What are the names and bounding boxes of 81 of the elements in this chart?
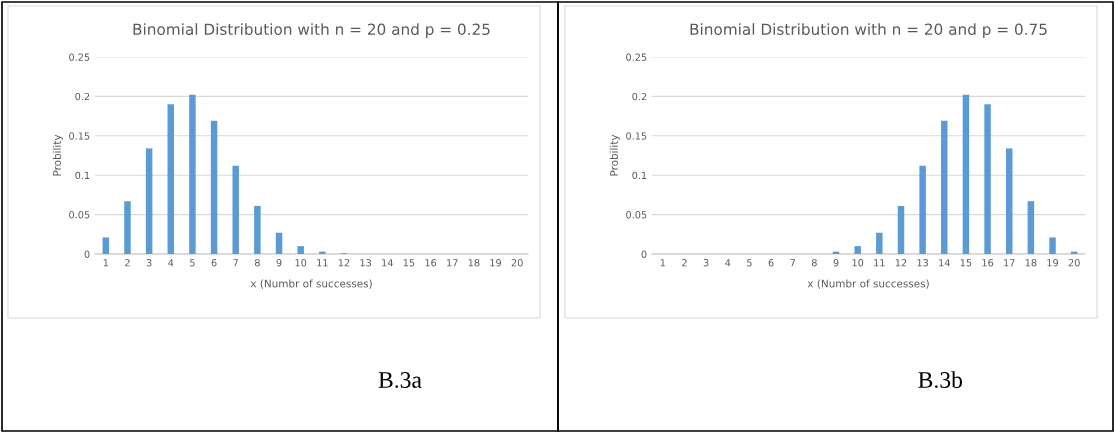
bar xyxy=(124,201,131,254)
x-tick-label: 15 xyxy=(960,259,972,267)
y-axis-title: Probility xyxy=(609,134,620,176)
y-tick-label: 0.2 xyxy=(75,92,90,101)
x-tick-label: 7 xyxy=(233,259,238,267)
x-tick-label: 17 xyxy=(447,259,458,267)
x-tick-label: 14 xyxy=(939,259,950,267)
y-tick-label: 0 xyxy=(641,250,647,258)
bar xyxy=(167,104,175,254)
x-tick-label: 18 xyxy=(1025,259,1037,267)
y-tick-label: 0.1 xyxy=(75,171,90,180)
bar xyxy=(984,104,991,254)
x-tick-label: 12 xyxy=(338,259,350,267)
bar xyxy=(1027,201,1035,254)
x-tick-label: 6 xyxy=(211,259,217,267)
y-tick-label: 0.2 xyxy=(632,92,647,101)
x-tick-label: 11 xyxy=(317,259,328,267)
bar xyxy=(1005,148,1013,254)
bar xyxy=(319,251,326,254)
x-tick-label: 2 xyxy=(125,259,130,267)
y-tick-label: 0.05 xyxy=(69,211,90,219)
x-tick-label: 7 xyxy=(790,259,795,267)
x-tick-label: 1 xyxy=(103,259,109,267)
y-tick-label: 0.25 xyxy=(69,53,90,61)
x-tick-label: 8 xyxy=(811,259,817,267)
bar xyxy=(962,94,970,254)
y-tick-label: 0.25 xyxy=(626,53,647,61)
x-tick-label: 15 xyxy=(403,259,415,267)
x-tick-label: 9 xyxy=(833,259,839,267)
bar xyxy=(102,237,110,254)
y-tick-label: 0.05 xyxy=(626,211,647,219)
x-tick-label: 14 xyxy=(382,259,393,267)
x-tick-label: 13 xyxy=(360,259,372,267)
x-tick-label: 16 xyxy=(982,259,994,267)
x-tick-label: 1 xyxy=(660,259,666,267)
x-tick-label: 19 xyxy=(490,259,502,267)
bar xyxy=(275,232,283,254)
bar xyxy=(854,246,861,254)
x-tick-label: 10 xyxy=(295,259,307,267)
chart-title: Binomial Distribution with n = 20 and p = 0.75 xyxy=(690,23,1047,38)
bar xyxy=(210,120,218,254)
x-axis-title: x (Numbr of successes) xyxy=(250,279,372,289)
x-tick-label: 9 xyxy=(276,259,282,267)
x-tick-label: 18 xyxy=(468,259,480,267)
y-tick-label: 0 xyxy=(84,250,90,258)
x-axis-title: x (Numbr of successes) xyxy=(807,279,929,289)
x-tick-label: 11 xyxy=(874,259,885,267)
x-tick-label: 19 xyxy=(1047,259,1059,267)
x-tick-label: 5 xyxy=(747,259,752,267)
x-tick-label: 4 xyxy=(725,259,731,267)
x-tick-label: 3 xyxy=(146,259,152,267)
x-tick-label: 20 xyxy=(511,259,523,267)
bar xyxy=(919,165,926,254)
y-tick-label: 0.15 xyxy=(69,132,90,140)
chart-title: Binomial Distribution with n = 20 and p = 0.25 xyxy=(133,23,490,38)
x-tick-label: 3 xyxy=(703,259,709,267)
x-tick-label: 6 xyxy=(768,259,774,267)
x-tick-label: 8 xyxy=(254,259,260,267)
x-tick-label: 10 xyxy=(852,259,864,267)
bar xyxy=(254,205,261,254)
bar xyxy=(1049,237,1056,254)
x-tick-label: 5 xyxy=(190,259,195,267)
y-tick-label: 0.15 xyxy=(626,132,647,140)
x-tick-label: 13 xyxy=(917,259,929,267)
bar xyxy=(941,120,948,254)
x-tick-label: 4 xyxy=(168,259,174,267)
bar xyxy=(897,205,905,254)
bar xyxy=(189,94,196,254)
bar xyxy=(297,246,304,254)
x-tick-label: 17 xyxy=(1004,259,1015,267)
text: B.3b xyxy=(918,371,963,389)
text: B.3a xyxy=(378,372,422,389)
bar xyxy=(232,165,239,254)
y-axis-title: Probility xyxy=(52,134,63,176)
bar xyxy=(145,148,153,254)
x-tick-label: 20 xyxy=(1068,259,1080,267)
x-tick-label: 12 xyxy=(895,259,907,267)
bar xyxy=(876,232,883,254)
x-tick-label: 16 xyxy=(425,259,437,267)
x-tick-label: 2 xyxy=(682,259,687,267)
y-tick-label: 0.1 xyxy=(632,171,647,180)
